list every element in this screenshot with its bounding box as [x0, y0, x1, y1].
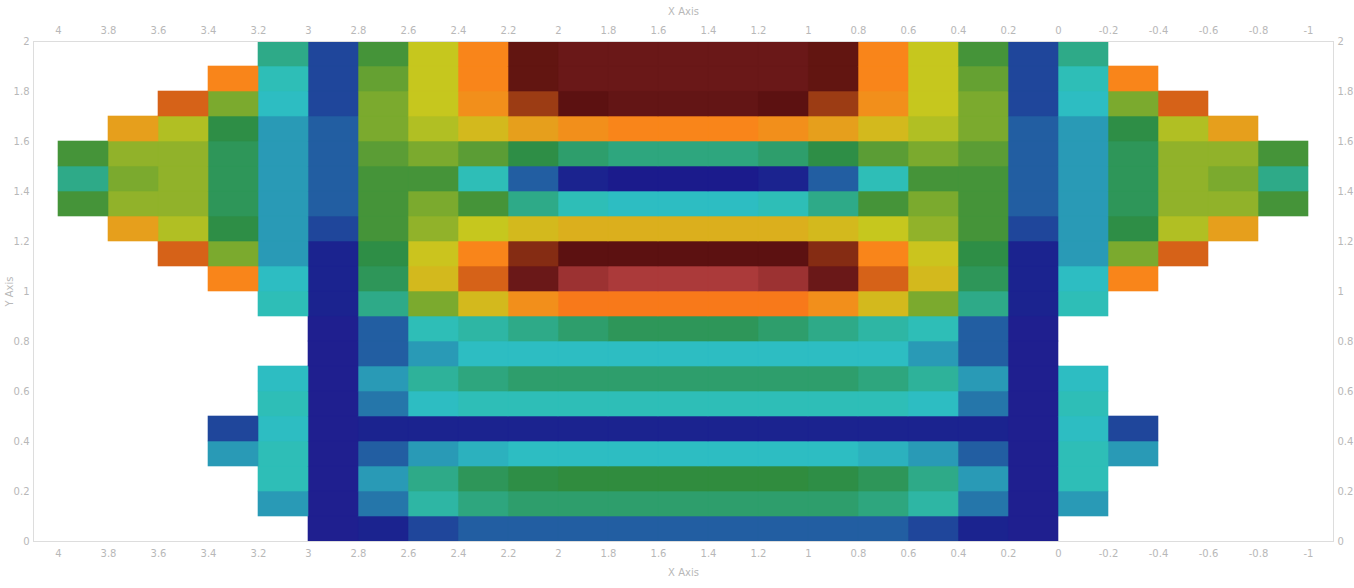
svg-text:-0.2: -0.2	[1099, 25, 1119, 36]
svg-text:2.2: 2.2	[501, 25, 517, 36]
svg-text:0.2: 0.2	[1338, 486, 1354, 497]
svg-text:Y Axis: Y Axis	[4, 276, 15, 307]
svg-text:1.6: 1.6	[651, 25, 667, 36]
svg-text:2: 2	[23, 36, 29, 47]
svg-text:0.6: 0.6	[901, 548, 917, 559]
svg-text:1.2: 1.2	[751, 548, 767, 559]
svg-text:1: 1	[23, 286, 29, 297]
svg-text:0.4: 0.4	[951, 25, 967, 36]
svg-text:1.8: 1.8	[14, 86, 30, 97]
svg-text:1.8: 1.8	[601, 548, 617, 559]
svg-text:0.4: 0.4	[951, 548, 967, 559]
svg-text:1.6: 1.6	[14, 136, 30, 147]
svg-text:3.2: 3.2	[251, 25, 267, 36]
svg-text:1.4: 1.4	[701, 25, 717, 36]
svg-text:0.8: 0.8	[851, 25, 867, 36]
svg-text:1.6: 1.6	[1338, 136, 1354, 147]
svg-text:-0.2: -0.2	[1099, 548, 1119, 559]
svg-text:4: 4	[55, 25, 61, 36]
svg-text:3.6: 3.6	[151, 25, 167, 36]
svg-text:0.8: 0.8	[14, 336, 30, 347]
svg-text:2.2: 2.2	[501, 548, 517, 559]
svg-text:1.4: 1.4	[14, 186, 30, 197]
svg-text:0: 0	[1055, 548, 1061, 559]
svg-text:-1: -1	[1304, 548, 1314, 559]
svg-text:1.4: 1.4	[1338, 186, 1354, 197]
svg-text:-0.8: -0.8	[1249, 548, 1269, 559]
svg-text:0.2: 0.2	[1001, 548, 1017, 559]
svg-text:0.6: 0.6	[1338, 386, 1354, 397]
svg-text:1.4: 1.4	[701, 548, 717, 559]
svg-text:0.2: 0.2	[1001, 25, 1017, 36]
svg-text:3.4: 3.4	[201, 25, 217, 36]
svg-text:-0.6: -0.6	[1199, 25, 1219, 36]
svg-text:0.8: 0.8	[1338, 336, 1354, 347]
svg-text:1.2: 1.2	[751, 25, 767, 36]
svg-text:0.4: 0.4	[14, 436, 30, 447]
svg-text:0.8: 0.8	[851, 548, 867, 559]
svg-text:0: 0	[23, 536, 29, 547]
svg-text:-0.4: -0.4	[1149, 548, 1169, 559]
svg-text:1.8: 1.8	[601, 25, 617, 36]
svg-text:1: 1	[805, 25, 811, 36]
svg-text:-1: -1	[1304, 25, 1314, 36]
svg-text:3.8: 3.8	[101, 25, 117, 36]
svg-text:0: 0	[1055, 25, 1061, 36]
svg-text:1.2: 1.2	[1338, 236, 1354, 247]
svg-text:3.8: 3.8	[101, 548, 117, 559]
svg-text:2: 2	[555, 548, 561, 559]
svg-text:3.6: 3.6	[151, 548, 167, 559]
svg-text:2.6: 2.6	[401, 548, 417, 559]
svg-text:1.2: 1.2	[14, 236, 30, 247]
svg-text:2.8: 2.8	[351, 25, 367, 36]
svg-text:1: 1	[805, 548, 811, 559]
svg-text:1.8: 1.8	[1338, 86, 1354, 97]
svg-text:X Axis: X Axis	[668, 567, 699, 578]
svg-text:0: 0	[1338, 536, 1344, 547]
svg-text:1: 1	[1338, 286, 1344, 297]
svg-text:3.4: 3.4	[201, 548, 217, 559]
svg-text:X Axis: X Axis	[668, 6, 699, 17]
svg-text:0.6: 0.6	[901, 25, 917, 36]
svg-text:3: 3	[305, 548, 311, 559]
svg-text:3: 3	[305, 25, 311, 36]
svg-text:-0.6: -0.6	[1199, 548, 1219, 559]
svg-text:0.2: 0.2	[14, 486, 30, 497]
svg-text:2: 2	[555, 25, 561, 36]
svg-text:2.4: 2.4	[451, 548, 467, 559]
svg-text:-0.8: -0.8	[1249, 25, 1269, 36]
svg-text:2.4: 2.4	[451, 25, 467, 36]
svg-text:2.6: 2.6	[401, 25, 417, 36]
svg-text:2: 2	[1338, 36, 1344, 47]
svg-text:2.8: 2.8	[351, 548, 367, 559]
svg-text:4: 4	[55, 548, 61, 559]
svg-text:0.6: 0.6	[14, 386, 30, 397]
svg-text:0.4: 0.4	[1338, 436, 1354, 447]
svg-text:1.6: 1.6	[651, 548, 667, 559]
svg-text:3.2: 3.2	[251, 548, 267, 559]
svg-text:-0.4: -0.4	[1149, 25, 1169, 36]
